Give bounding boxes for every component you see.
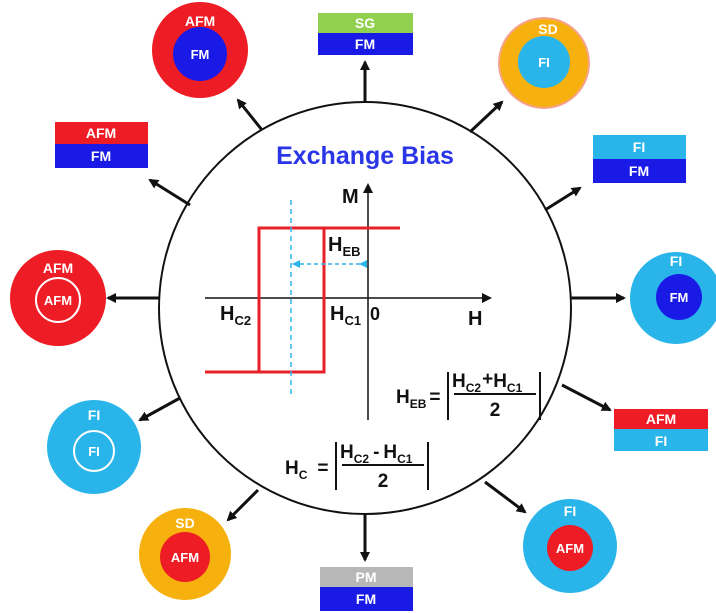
svg-text:FI: FI (564, 503, 576, 519)
arrow-top-right (468, 100, 504, 134)
svg-text:FI: FI (633, 139, 645, 155)
bottom-bilayer: PM FM (320, 567, 413, 611)
hysteresis-loop-upper (205, 226, 400, 374)
arrow-lower-right (561, 383, 612, 412)
svg-text:AFM: AFM (185, 13, 215, 29)
top-bilayer: SG FM (318, 13, 413, 55)
heb-formula: HEB = HC2+HC1 2 (396, 369, 541, 421)
m-axis-label: M (342, 186, 359, 208)
arrow-bottom-right (484, 480, 527, 514)
left-core-shell: AFM AFM (10, 250, 106, 346)
svg-text:AFM: AFM (43, 260, 73, 276)
svg-text:2: 2 (490, 400, 501, 421)
hc-formula: HC = HC2- HC1 2 (285, 442, 429, 492)
loop-axes (205, 183, 492, 420)
diagram-title: Exchange Bias (276, 142, 454, 170)
top-left-core-shell: AFM FM (152, 2, 248, 98)
svg-text:SG: SG (355, 15, 375, 31)
svg-text:2: 2 (378, 471, 389, 492)
svg-text:FM: FM (629, 163, 649, 179)
upper-right-bilayer: FI FM (593, 135, 686, 183)
svg-text:FM: FM (355, 36, 375, 52)
svg-text:HC2-HC1: HC2- HC1 (340, 442, 413, 466)
bottom-right-core-shell: FI AFM (523, 499, 617, 593)
svg-text:SD: SD (538, 21, 557, 37)
arrow-upper-right (544, 186, 582, 212)
svg-text:AFM: AFM (86, 125, 116, 141)
svg-text:FM: FM (191, 47, 210, 62)
hc1-label: HC1 (330, 303, 361, 328)
svg-text:HC2+HC1: HC2+HC1 (452, 369, 523, 395)
h-axis-label: H (468, 308, 482, 330)
upper-left-bilayer: AFM FM (55, 122, 148, 168)
svg-text:FI: FI (88, 407, 100, 423)
svg-text:SD: SD (175, 515, 194, 531)
svg-text:AFM: AFM (556, 541, 584, 556)
svg-text:FI: FI (538, 55, 550, 70)
bottom-left-core-shell: SD AFM (139, 508, 231, 600)
svg-text:AFM: AFM (44, 293, 72, 308)
heb-label: HEB (328, 234, 361, 259)
svg-text:AFM: AFM (171, 550, 199, 565)
svg-text:FM: FM (91, 148, 111, 164)
lower-right-bilayer: AFM FI (614, 409, 708, 451)
svg-text:FI: FI (670, 253, 682, 269)
top-right-core-shell: SD FI (498, 17, 590, 109)
arrow-bottom-left (226, 488, 260, 522)
zero-label: 0 (370, 304, 380, 324)
svg-text:FI: FI (655, 433, 667, 449)
svg-text:HEB=: HEB = (396, 387, 441, 411)
arrow-lower-left (138, 396, 181, 422)
svg-text:FM: FM (356, 591, 376, 607)
hc2-label: HC2 (220, 303, 251, 328)
svg-text:PM: PM (356, 569, 377, 585)
arrow-upper-left (148, 178, 191, 207)
right-core-shell: FI FM (630, 252, 716, 344)
svg-text:HC=: HC = (285, 458, 329, 482)
svg-text:FM: FM (670, 290, 689, 305)
svg-text:FI: FI (88, 444, 100, 459)
lower-left-core-shell: FI FI (47, 400, 141, 494)
svg-text:AFM: AFM (646, 411, 676, 427)
radial-arrows (106, 60, 626, 562)
arrow-top-left (236, 98, 264, 131)
